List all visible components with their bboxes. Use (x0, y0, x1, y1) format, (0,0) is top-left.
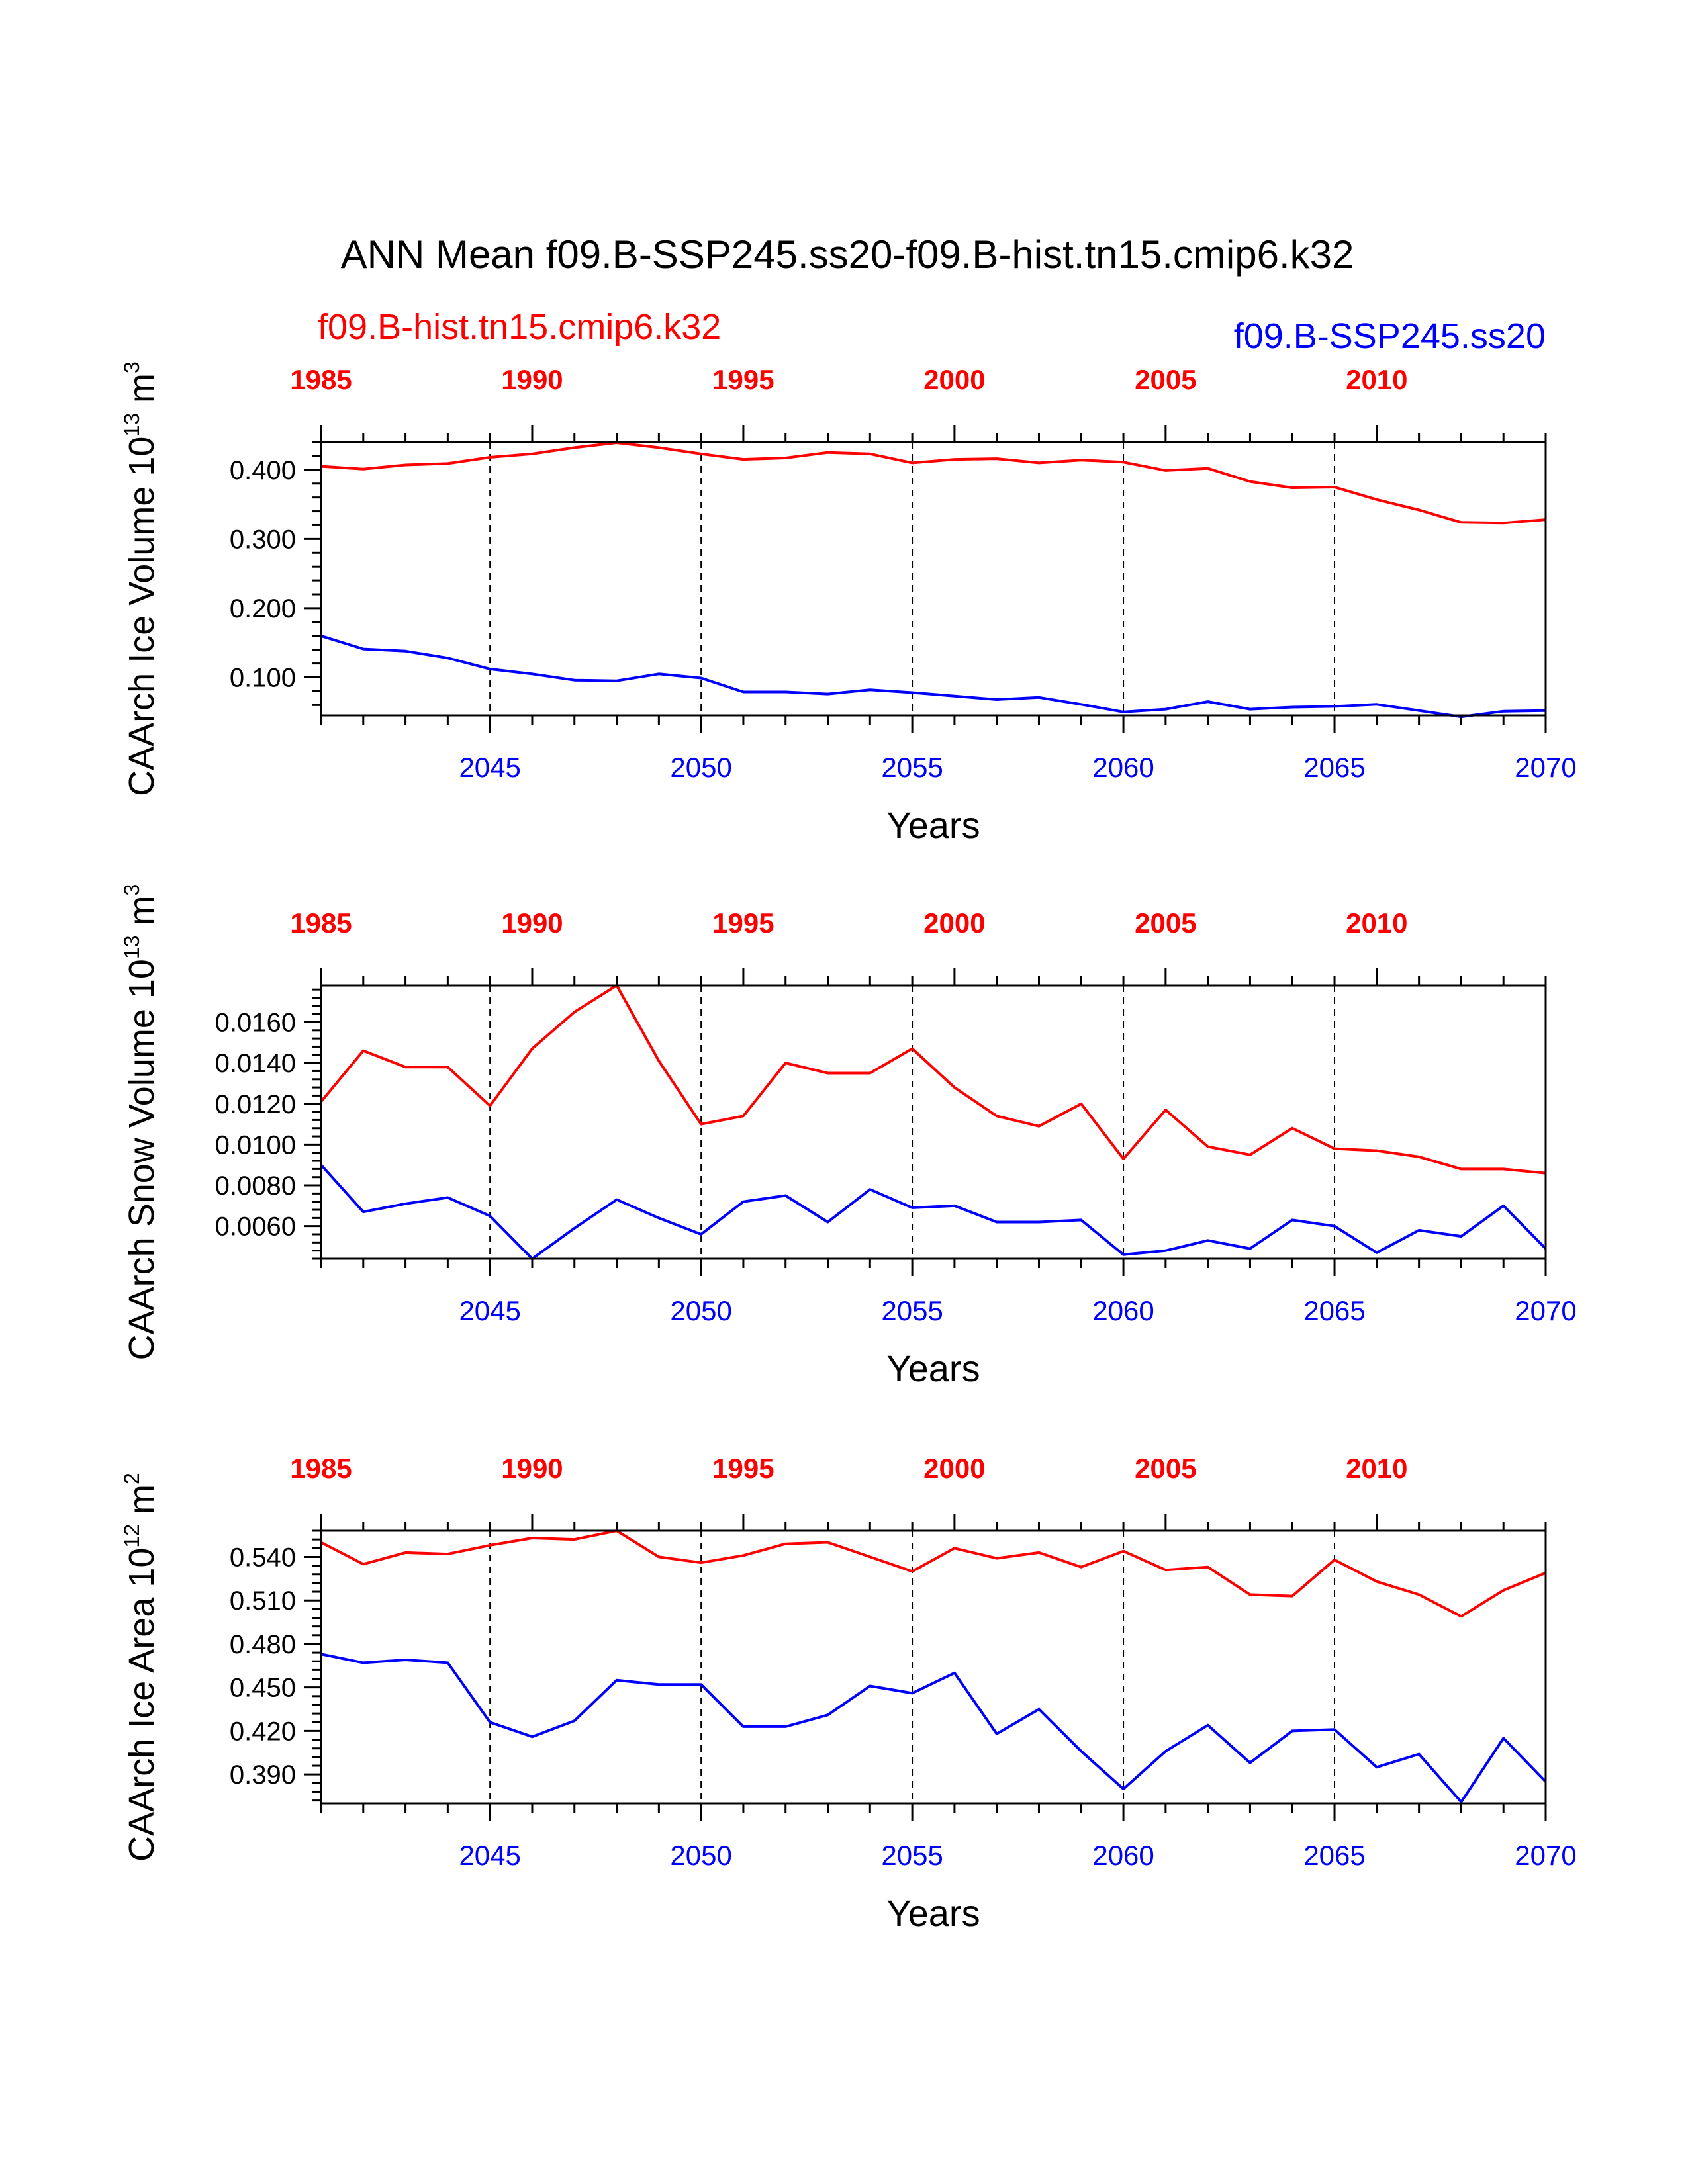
x-tick-label-bottom: 2050 (670, 1295, 731, 1326)
x-axis-label: Years (886, 1892, 980, 1934)
y-tick-label: 0.200 (230, 594, 296, 623)
y-tick-label: 0.0100 (215, 1130, 296, 1160)
y-axis-label-part: 13 (120, 413, 144, 437)
y-axis-label-part: 3 (120, 884, 144, 896)
y-axis-label-part: CAArch Ice Area 10 (122, 1548, 162, 1862)
x-tick-label-bottom: 2065 (1303, 1295, 1365, 1326)
x-tick-label-top: 1995 (712, 907, 774, 938)
x-tick-label-top: 2005 (1135, 1453, 1196, 1484)
x-tick-label-top: 1995 (712, 364, 774, 395)
y-axis-label-part: m (122, 373, 162, 413)
y-tick-label: 0.300 (230, 525, 296, 554)
x-tick-label-top: 2000 (923, 1453, 985, 1484)
chart-title: ANN Mean f09.B-SSP245.ss20-f09.B-hist.tn… (341, 232, 1354, 277)
x-tick-label-bottom: 2055 (881, 1295, 943, 1326)
y-tick-label: 0.540 (230, 1543, 296, 1572)
x-tick-label-top: 1985 (290, 907, 352, 938)
x-tick-label-top: 2005 (1135, 907, 1196, 938)
y-tick-label: 0.390 (230, 1760, 296, 1790)
y-tick-label: 0.510 (230, 1586, 296, 1615)
panel-3: 2045 2050 2055 2060 2065 2070 1985 1990 1995 2000… (120, 1453, 1577, 1934)
series-line-ssp (320, 1163, 1547, 1260)
y-tick-label: 0.450 (230, 1674, 296, 1703)
x-tick-label-top: 2000 (923, 364, 985, 395)
x-tick-label-top: 2000 (923, 907, 985, 938)
plot-frame (320, 984, 1547, 1260)
x-tick-label-top: 2005 (1135, 364, 1196, 395)
series-line-hist (320, 441, 1546, 525)
y-axis-label-part: 3 (120, 361, 144, 373)
x-tick-label-bottom: 2060 (1092, 1295, 1154, 1326)
y-tick-label: 0.0160 (215, 1008, 296, 1037)
panel-2: 2045 2050 2055 2060 2065 2070 1985 1990 1995 2000… (120, 884, 1577, 1389)
y-axis-label-part: m (122, 895, 162, 935)
y-axis-label-part: 2 (120, 1473, 144, 1484)
x-tick-label-top: 1985 (290, 364, 352, 395)
x-tick-label-top: 1995 (712, 1453, 774, 1484)
x-tick-label-bottom: 2065 (1303, 752, 1365, 783)
y-tick-label: 0.100 (230, 663, 296, 692)
x-tick-label-top: 2010 (1346, 907, 1407, 938)
x-tick-label-bottom: 2070 (1515, 1840, 1576, 1871)
x-tick-label-bottom: 2065 (1303, 1840, 1365, 1871)
x-tick-label-bottom: 2050 (670, 1840, 731, 1871)
y-axis-label-part: m (122, 1484, 162, 1524)
x-tick-label-bottom: 2045 (459, 1295, 520, 1326)
x-tick-label-top: 2010 (1346, 1453, 1407, 1484)
x-tick-label-bottom: 2045 (459, 752, 520, 783)
y-axis-label: CAArch Ice Volume 1013 m3 (120, 361, 162, 796)
x-axis-label: Years (886, 804, 980, 846)
x-tick-label-top: 1990 (501, 907, 563, 938)
y-tick-label: 0.400 (230, 456, 296, 485)
x-tick-label-top: 1985 (290, 1453, 352, 1484)
y-tick-label: 0.0140 (215, 1049, 296, 1078)
series-line-ssp (320, 1653, 1547, 1803)
y-tick-label: 0.480 (230, 1630, 296, 1659)
chart-panels: 2045 2050 2055 2060 2065 2070 1985 1990 1995 2000… (120, 361, 1577, 1934)
series-line-hist (320, 1529, 1546, 1618)
panel-1: 2045 2050 2055 2060 2065 2070 1985 1990 1995 2000… (120, 361, 1577, 846)
x-tick-label-bottom: 2070 (1515, 752, 1576, 783)
legend-ssp-label: f09.B-SSP245.ss20 (1234, 316, 1546, 356)
x-tick-label-bottom: 2070 (1515, 1295, 1576, 1326)
y-axis-label: CAArch Snow Volume 1013 m3 (120, 884, 162, 1361)
x-tick-label-bottom: 2055 (881, 1840, 943, 1871)
series-line-hist (320, 984, 1546, 1175)
x-tick-label-bottom: 2060 (1092, 1840, 1154, 1871)
x-tick-label-bottom: 2045 (459, 1840, 520, 1871)
x-tick-label-bottom: 2060 (1092, 752, 1154, 783)
y-tick-label: 0.0120 (215, 1090, 296, 1119)
y-tick-label: 0.0060 (215, 1212, 296, 1242)
y-axis-label: CAArch Ice Area 1012 m2 (120, 1473, 162, 1862)
x-tick-label-top: 1990 (501, 364, 563, 395)
legend-hist-label: f09.B-hist.tn15.cmip6.k32 (318, 307, 721, 347)
plot-frame (320, 441, 1547, 717)
x-tick-label-bottom: 2050 (670, 752, 731, 783)
y-tick-label: 0.0080 (215, 1171, 296, 1201)
series-line-ssp (320, 634, 1546, 719)
y-axis-label-part: CAArch Ice Volume 10 (122, 437, 162, 796)
x-tick-label-top: 2010 (1346, 364, 1407, 395)
x-tick-label-bottom: 2055 (881, 752, 943, 783)
y-axis-label-part: 12 (120, 1524, 144, 1548)
y-axis-label-part: 13 (120, 935, 144, 959)
y-axis-label-part: CAArch Snow Volume 10 (122, 959, 162, 1360)
x-tick-label-top: 1990 (501, 1453, 563, 1484)
plot-frame (320, 1529, 1547, 1805)
x-axis-label: Years (886, 1347, 980, 1389)
y-tick-label: 0.420 (230, 1717, 296, 1746)
